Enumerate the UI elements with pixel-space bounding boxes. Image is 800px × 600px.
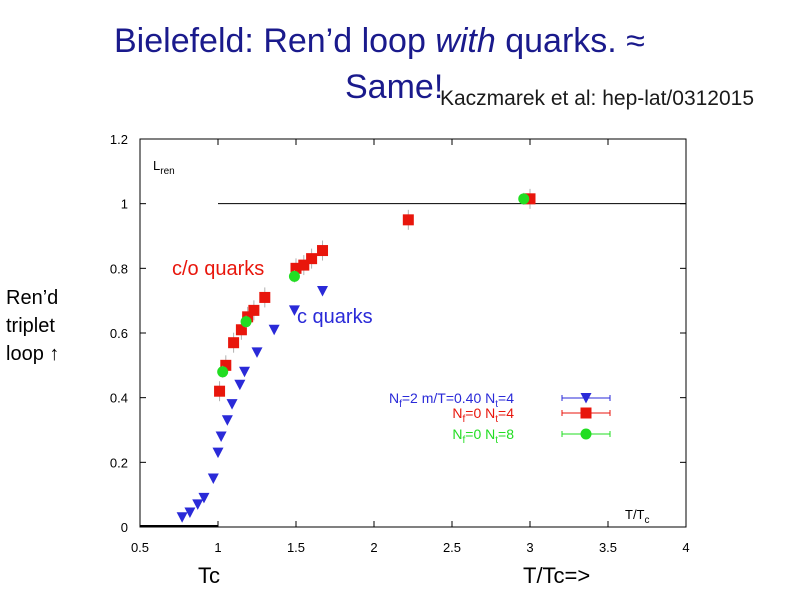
annotation-no-quarks: c/o quarks: [172, 258, 264, 280]
y-tick-label: 0.8: [110, 261, 128, 276]
x-tick-label: 4: [682, 540, 689, 555]
plot-frame: [139, 138, 687, 528]
x-tick-label: 1: [214, 540, 221, 555]
data-point-green: [518, 193, 530, 205]
data-point-blue: [184, 507, 196, 518]
data-point-green: [288, 270, 300, 282]
data-point-blue: [207, 473, 219, 484]
legend-label-green: Nf=0 Nt=8: [452, 426, 514, 446]
data-point-blue: [221, 415, 233, 426]
data-point-blue: [288, 305, 300, 316]
data-point-red: [228, 337, 240, 349]
data-point-blue: [192, 499, 204, 510]
legend-marker-red: [580, 407, 592, 419]
data-point-red: [524, 193, 536, 205]
x-tick-label: 3.5: [599, 540, 617, 555]
legend-label-blue: Nf=2 m/T=0.40 Nt=4: [389, 390, 514, 410]
chart-axes: 0.5 1 1.5 2 2.5 3 3.5 4 0 0.2 0.4 0.6 0.8 1 1.2 Lren T/T…: [110, 132, 690, 555]
y-axis-label: Lren: [153, 158, 175, 177]
data-point-blue: [317, 285, 329, 297]
legend-marker-green: [580, 428, 592, 440]
x-tick-label: 3: [526, 540, 533, 555]
chart-legend: Nf=2 m/T=0.40 Nt=4Nf=0 Nt=4Nf=0 Nt=8: [389, 390, 611, 446]
data-point-blue: [234, 379, 246, 391]
y-tick-label: 0: [121, 520, 128, 535]
slide-title-line2: Same!: [345, 68, 444, 106]
x-tick-label: 2.5: [443, 540, 461, 555]
data-point-red: [220, 359, 232, 371]
data-point-red: [298, 259, 310, 271]
slide-title-line1: Bielefeld: Ren’d loop with quarks. ≈: [114, 22, 645, 61]
title-part-with: with: [435, 22, 496, 60]
x-axis-label: T/Tc: [625, 507, 650, 526]
data-point-red: [290, 262, 302, 274]
y-tick-label: 0.4: [110, 391, 128, 406]
data-point-blue: [215, 431, 227, 442]
side-label-line2: triplet: [6, 315, 55, 337]
legend-label-red: Nf=0 Nt=4: [452, 405, 514, 425]
data-point-red: [214, 385, 226, 397]
citation: Kaczmarek et al: hep-lat/0312015: [440, 87, 755, 110]
legend-marker-blue: [580, 393, 592, 404]
y-tick-label: 1: [121, 197, 128, 212]
data-point-blue: [226, 399, 238, 410]
data-point-blue: [239, 366, 251, 378]
y-tick-label: 0.6: [110, 326, 128, 341]
data-point-green: [217, 366, 229, 378]
data-point-red: [402, 214, 414, 226]
data-point-blue: [251, 347, 263, 358]
t-over-tc-label: T/Tc=>: [523, 563, 591, 588]
data-point-green: [240, 316, 252, 328]
x-tick-label: 1.5: [287, 540, 305, 555]
y-tick-label: 1.2: [110, 132, 128, 147]
data-point-red: [317, 245, 329, 257]
y-tick-label: 0.2: [110, 455, 128, 470]
title-part-c: quarks. ≈: [495, 22, 645, 60]
side-label-line1: Ren’d: [6, 287, 59, 309]
data-point-red: [235, 324, 247, 336]
data-point-blue: [176, 512, 188, 523]
annotation-with-quarks: c quarks: [297, 306, 373, 328]
data-point-red: [306, 253, 318, 265]
x-tick-label: 0.5: [131, 540, 149, 555]
data-point-red: [259, 291, 271, 303]
x-tick-label: 2: [370, 540, 377, 555]
chart-marks: c/o quarks c quarks: [172, 188, 536, 523]
side-label-line3: loop ↑: [6, 343, 60, 365]
title-part-a: Bielefeld: Ren’d loop: [114, 22, 436, 60]
data-point-blue: [268, 324, 280, 336]
data-point-blue: [212, 447, 224, 459]
tc-label: Tc: [198, 563, 220, 588]
data-point-red: [248, 304, 260, 316]
data-point-blue: [198, 492, 210, 504]
side-axis-label: Ren’d triplet loop ↑: [6, 284, 59, 368]
